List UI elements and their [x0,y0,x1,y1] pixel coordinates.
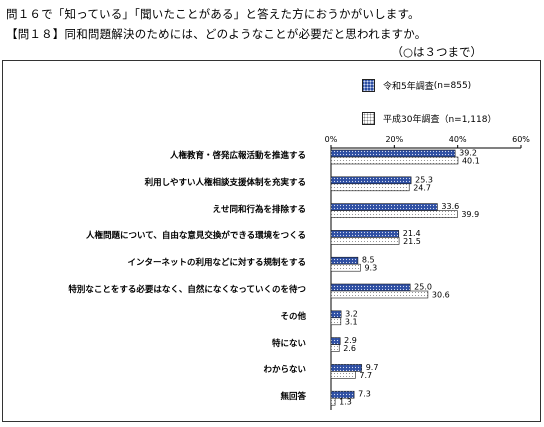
value-label-r5: 9.7 [366,363,379,372]
category-label: その他 [280,311,306,322]
value-label-h30: 9.3 [364,264,377,273]
bar-r5 [330,149,456,158]
bar-r5 [330,283,411,292]
value-label-r5: 8.5 [362,256,375,265]
category-label: 無回答 [280,392,306,403]
category-label: 特にない [271,338,306,349]
x-tick-label: 40% [449,135,467,144]
bar-h30 [330,156,459,165]
x-tick-label: 60% [512,135,530,144]
value-label-h30: 30.6 [432,291,450,300]
category-label: 人権教育・啓発広報活動を推進する [169,151,306,161]
bar-h30 [330,183,410,192]
bar-h30 [330,290,429,299]
question-title: 【問１８】同和問題解決のためには、どのようなことが必要だと思われますか。 [6,27,427,41]
bar-r5 [330,364,363,372]
bar-h30 [330,371,356,379]
legend-label-r5: 令和5年調査 [383,82,434,92]
legend-n-r5: (n=855) [433,80,472,91]
value-label-r5: 3.2 [345,309,358,318]
x-tick-label: 20% [385,135,403,144]
legend-n-h30: （n=1,118） [439,115,497,125]
value-label-r5: 39.2 [459,149,477,158]
x-tick-label: 0% [325,135,338,144]
category-label: 人権問題について、自由な意見交換ができる環境をつくる [86,231,306,242]
bar-h30 [330,397,336,406]
value-label-h30: 1.3 [339,398,352,407]
bar-h30 [330,237,400,245]
value-label-h30: 2.6 [343,344,356,353]
question-intro: 問１６で「知っている」「聞いたことがある」と答えた方におうかがいします。 [6,7,420,21]
chart-frame [2,60,541,422]
value-label-h30: 3.1 [345,317,358,326]
value-label-h30: 24.7 [413,183,431,192]
category-label: インターネットの利用などに対する規制をする [127,258,306,269]
bar-r5 [330,256,359,265]
legend-item-r5: 令和5年調査 (n=855) [362,79,471,92]
value-label-h30: 39.9 [461,210,479,219]
selection-note: （○は３つまで） [391,45,482,59]
bar-r5 [330,337,341,345]
bar-r5 [330,230,400,238]
bar-h30 [330,263,361,272]
category-label: えせ同和行為を排除する [212,204,306,215]
bar-r5 [330,176,412,185]
category-label: 利用しやすい人権相談支援体制を充実する [144,177,306,188]
value-label-r5: 21.4 [403,229,421,238]
value-label-r5: 25.0 [414,283,432,292]
value-label-r5: 25.3 [415,175,433,184]
legend-swatch-h30 [362,112,375,125]
value-label-r5: 33.6 [441,202,459,211]
bar-h30 [330,210,458,218]
bar-h30 [330,344,340,352]
category-label: 特別なことをする必要はなく、自然になくなっていくのを待つ [68,285,306,295]
bar-r5 [330,310,342,319]
value-label-r5: 7.3 [358,390,371,399]
category-label: わからない [263,365,306,376]
legend-label-h30: 平成30年調査 [383,115,440,125]
legend-item-h30: 平成30年調査 （n=1,118） [362,112,496,125]
legend-swatch-r5 [362,79,375,92]
value-label-r5: 2.9 [344,336,357,345]
bar-h30 [330,317,342,326]
value-label-h30: 7.7 [359,371,372,380]
value-label-h30: 21.5 [403,237,421,246]
value-label-h30: 40.1 [462,157,480,166]
bar-r5 [330,203,438,211]
bar-r5 [330,390,355,399]
